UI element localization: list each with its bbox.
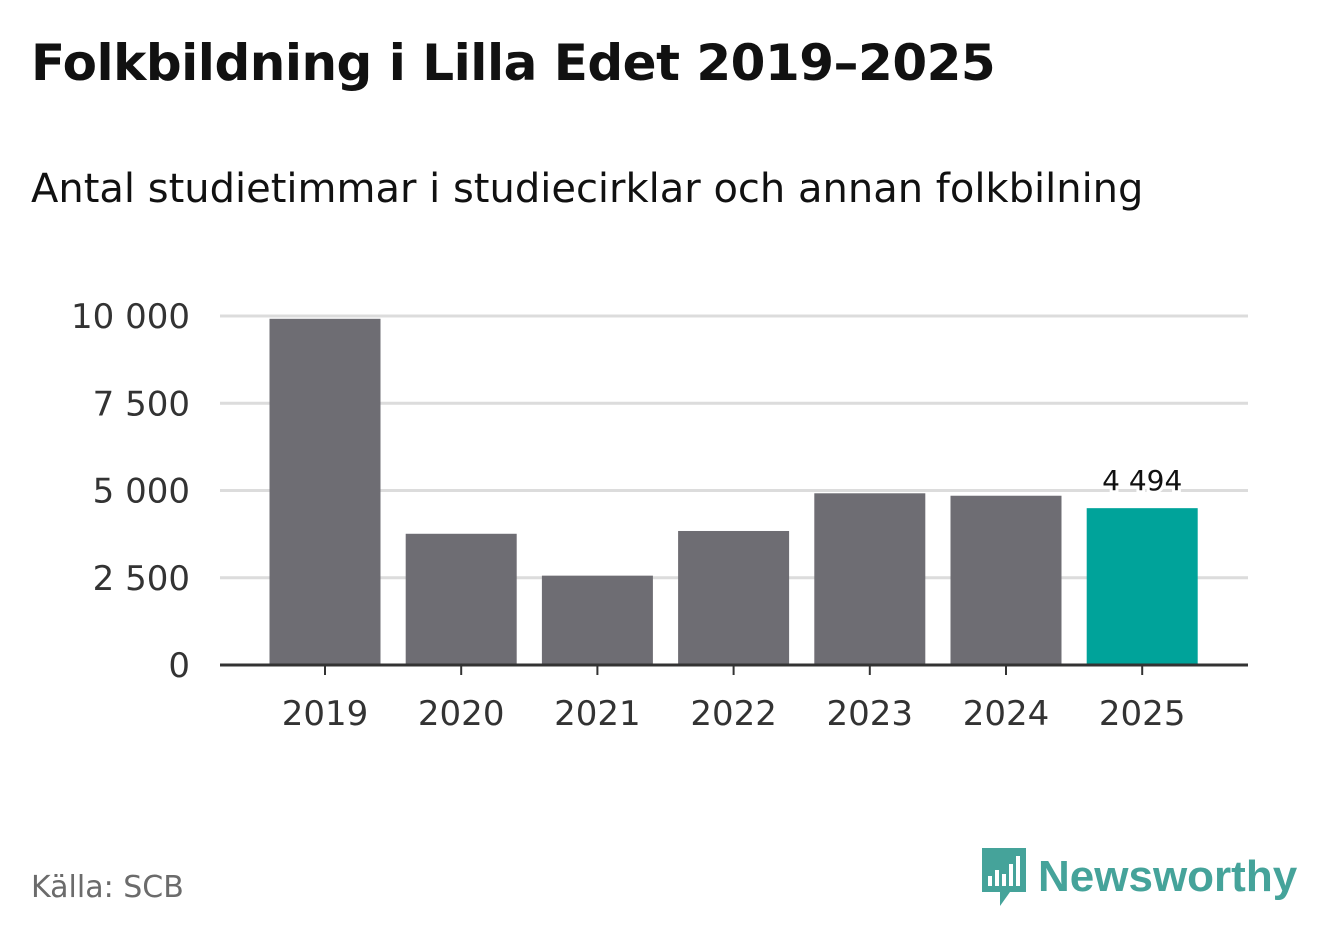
x-tick-label: 2019 xyxy=(282,694,369,734)
bar xyxy=(269,318,381,665)
bar-layer xyxy=(269,318,1198,665)
chart-subtitle: Antal studietimmar i studiecirklar och a… xyxy=(31,166,1144,212)
bar xyxy=(405,533,517,665)
x-tick-label: 2022 xyxy=(690,694,777,734)
label-layer: 4 494 xyxy=(1099,461,1185,500)
chart-title: Folkbildning i Lilla Edet 2019–2025 xyxy=(31,34,996,92)
x-tick-label: 2023 xyxy=(827,694,914,734)
y-tick-label: 10 000 xyxy=(71,297,190,337)
source-note: Källa: SCB xyxy=(31,870,184,905)
newsworthy-bar-chart-icon xyxy=(982,848,1026,906)
axis-layer: 0 2 500 5 000 7 500 10 000 2019 2020 2021 2022 20… xyxy=(71,297,1248,734)
x-tick-label: 2021 xyxy=(554,694,641,734)
bar xyxy=(678,530,790,665)
data-label: 4 494 xyxy=(1102,464,1182,497)
brand-name: Newsworthy xyxy=(1038,852,1298,901)
bar xyxy=(541,575,653,665)
x-tick-label: 2020 xyxy=(418,694,505,734)
x-tick-label: 2025 xyxy=(1099,694,1186,734)
y-tick-label: 5 000 xyxy=(93,472,190,512)
x-tick-label: 2024 xyxy=(963,694,1050,734)
bar xyxy=(814,493,926,665)
y-tick-label: 2 500 xyxy=(93,559,190,599)
bar xyxy=(950,495,1062,665)
brand-logo: Newsworthy xyxy=(980,846,1297,908)
y-tick-label: 0 xyxy=(168,646,190,686)
y-tick-label: 7 500 xyxy=(93,384,190,424)
bar xyxy=(1086,508,1198,665)
